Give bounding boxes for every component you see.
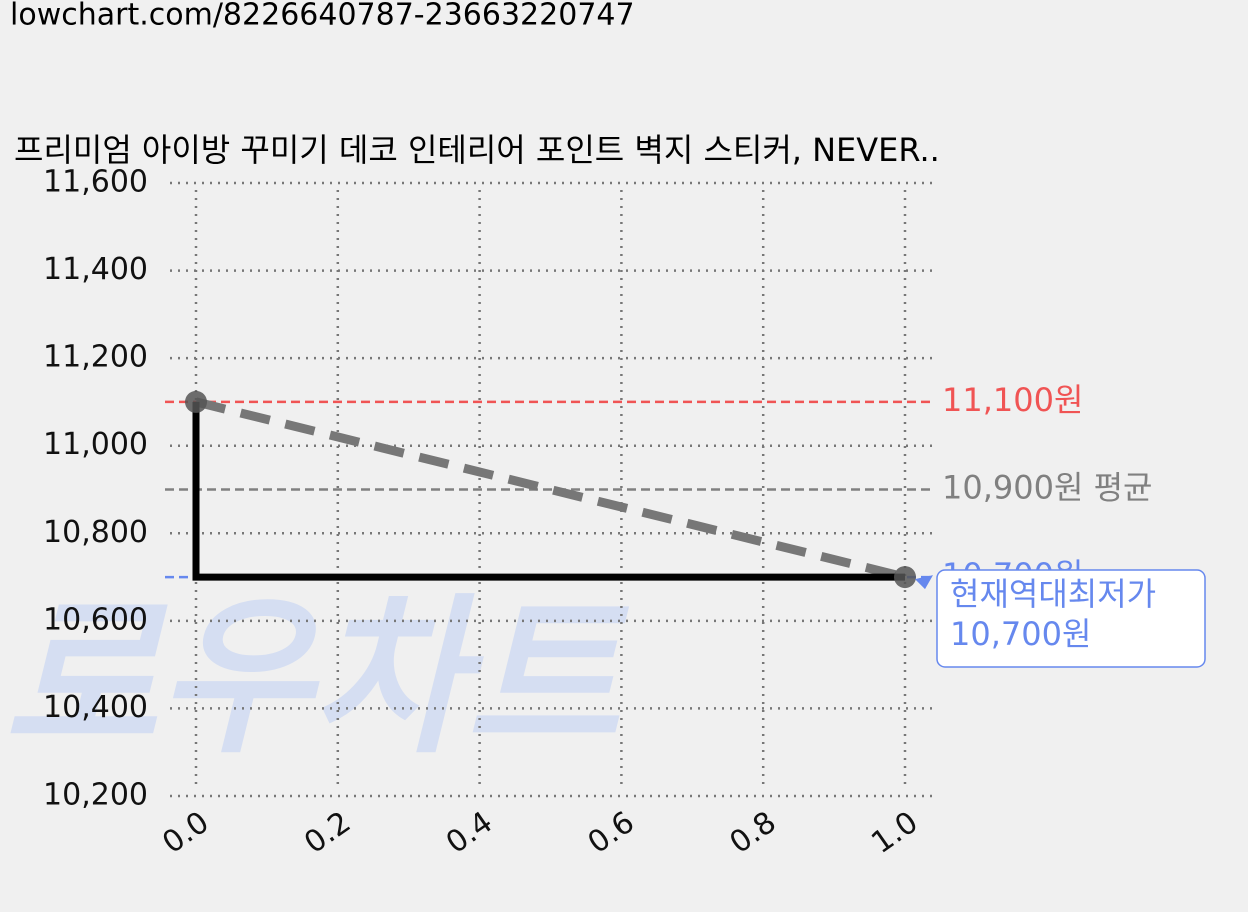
y-tick-label: 10,800: [43, 515, 148, 550]
y-tick-label: 11,000: [43, 427, 148, 462]
y-tick-label: 10,600: [43, 602, 148, 637]
reference-label: 11,100원: [942, 381, 1083, 419]
annotation-arrow: [915, 575, 933, 590]
annotation-text: 10,700원: [950, 615, 1091, 653]
y-tick-label: 10,400: [43, 690, 148, 725]
price-line: [192, 401, 905, 581]
point-marker: [185, 390, 207, 413]
annotation-box: [936, 569, 1206, 668]
x-tick-label: 0.0: [156, 805, 215, 861]
x-tick-label: 0.6: [582, 805, 641, 861]
price-line: [194, 397, 907, 582]
y-tick-label: 11,400: [43, 252, 148, 287]
point-marker: [894, 566, 916, 589]
y-tick-label: 11,600: [43, 165, 148, 200]
y-tick-label: 11,200: [43, 340, 148, 375]
x-tick-label: 0.8: [723, 805, 782, 861]
url: lowchart.com/8226640787-23663220747: [10, 0, 635, 33]
annotation-text: 현재역대최저가: [950, 575, 1156, 613]
x-tick-label: 0.2: [298, 805, 357, 861]
y-tick-label: 10,200: [43, 778, 148, 813]
reference-label: 10,900원 평균: [942, 469, 1152, 507]
watermark: 로우차트: [4, 579, 629, 777]
x-tick-label: 0.4: [440, 805, 499, 861]
x-tick-label: 1.0: [865, 805, 924, 861]
chart-title: 프리미엄 아이방 꾸미기 데코 인테리어 포인트 벽지 스티커, NEVER..: [14, 131, 940, 169]
